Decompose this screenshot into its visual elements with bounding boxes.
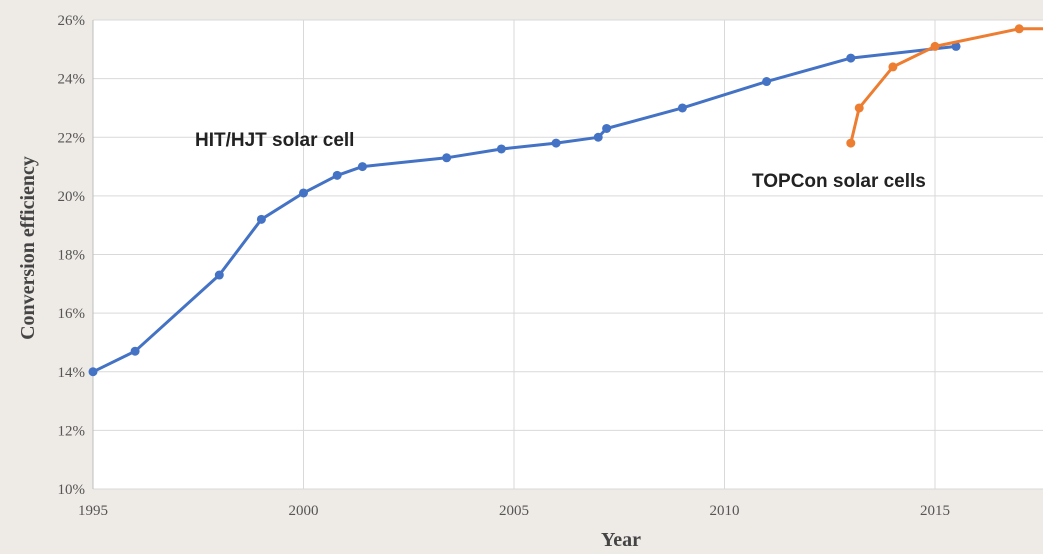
data-point-hit: [215, 271, 224, 280]
data-point-hit: [442, 153, 451, 162]
y-tick-label: 16%: [58, 306, 86, 322]
y-tick-label: 26%: [58, 13, 86, 29]
x-tick-label: 2000: [289, 503, 319, 519]
data-point-hit: [552, 139, 561, 148]
y-tick-label: 18%: [58, 248, 86, 264]
data-point-topcon: [855, 103, 864, 112]
x-tick-label: 2005: [499, 503, 529, 519]
data-point-hit: [594, 133, 603, 142]
data-point-topcon: [846, 139, 855, 148]
data-point-hit: [131, 347, 140, 356]
data-point-hit: [358, 162, 367, 171]
y-tick-label: 10%: [58, 482, 86, 498]
data-point-hit: [678, 103, 687, 112]
data-point-hit: [846, 54, 855, 63]
y-tick-label: 22%: [58, 130, 86, 146]
y-tick-label: 20%: [58, 189, 86, 205]
x-tick-label: 2015: [920, 503, 950, 519]
data-point-hit: [299, 188, 308, 197]
data-point-hit: [762, 77, 771, 86]
series-label-topcon: TOPCon solar cells: [752, 171, 926, 192]
data-point-hit: [497, 144, 506, 153]
x-axis-title: Year: [601, 529, 641, 549]
x-tick-label: 1995: [78, 503, 108, 519]
data-point-topcon: [1015, 24, 1024, 33]
data-point-topcon: [931, 42, 940, 51]
data-point-hit: [333, 171, 342, 180]
y-axis-title: Conversion efficiency: [17, 156, 39, 340]
data-point-topcon: [888, 62, 897, 71]
series-label-hit: HIT/HJT solar cell: [195, 130, 354, 151]
y-tick-label: 24%: [58, 72, 86, 88]
y-tick-label: 12%: [58, 423, 86, 439]
data-point-hit: [602, 124, 611, 133]
x-tick-label: 2010: [710, 503, 740, 519]
y-tick-label: 14%: [58, 365, 86, 381]
data-point-hit: [257, 215, 266, 224]
data-point-hit: [89, 367, 98, 376]
